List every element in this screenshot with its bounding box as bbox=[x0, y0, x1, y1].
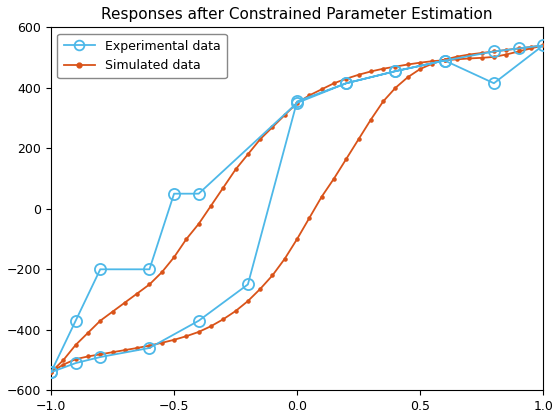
Legend: Experimental data, Simulated data: Experimental data, Simulated data bbox=[57, 34, 227, 78]
Title: Responses after Constrained Parameter Estimation: Responses after Constrained Parameter Es… bbox=[101, 7, 493, 22]
